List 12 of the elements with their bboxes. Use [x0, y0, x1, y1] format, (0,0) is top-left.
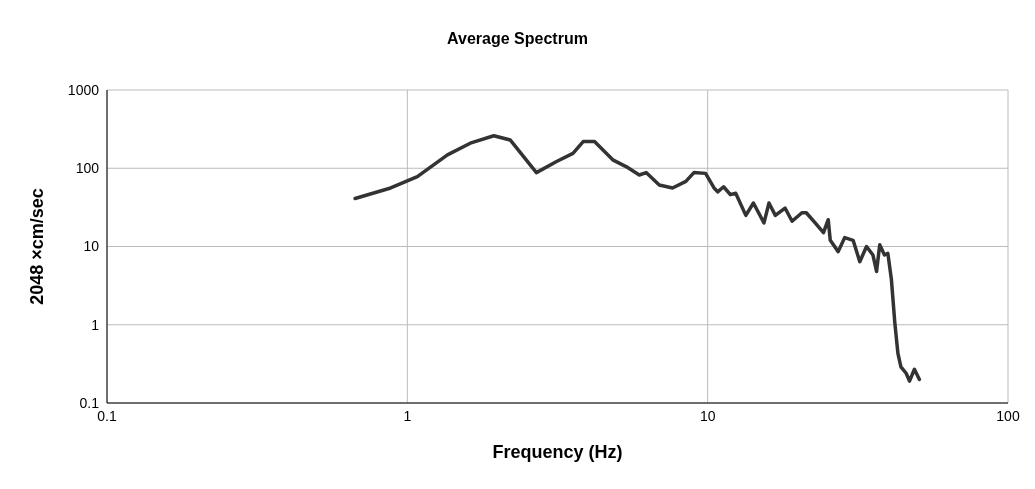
x-tick-label: 100	[996, 407, 1020, 424]
y-tick-label: 0.1	[79, 394, 100, 411]
y-tick-label: 1000	[67, 81, 100, 98]
y-tick-label: 100	[75, 160, 100, 177]
x-tick-label: 0.1	[97, 407, 117, 424]
x-axis-title: Frequency (Hz)	[492, 441, 623, 462]
y-axis-title: 2048 ×cm/sec	[27, 188, 48, 305]
y-tick-label: 1	[91, 316, 100, 333]
chart-title: Average Spectrum	[446, 30, 589, 48]
x-tick-label: 10	[699, 407, 716, 424]
y-tick-label: 10	[83, 238, 100, 255]
x-tick-label: 1	[403, 407, 412, 424]
